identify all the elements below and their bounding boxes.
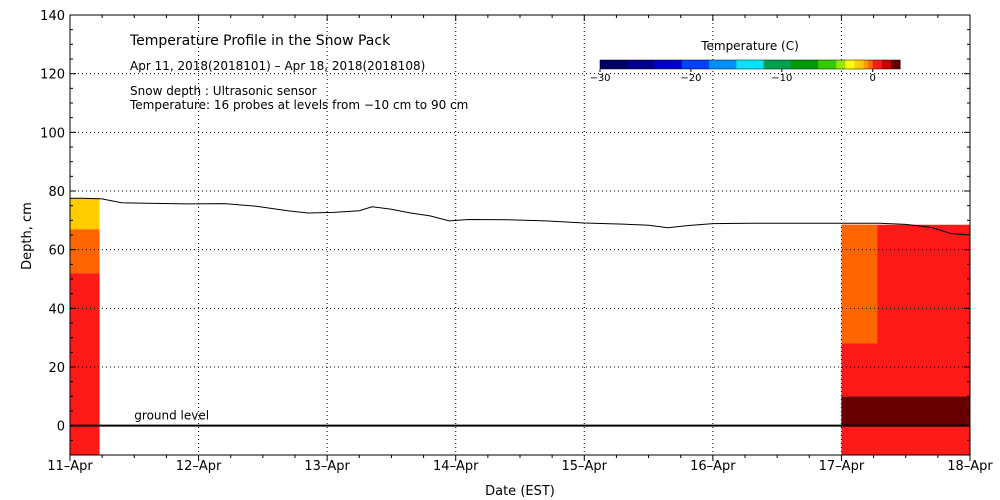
y-tick-label: 60: [48, 244, 65, 259]
colorbar-swatch: [872, 60, 883, 69]
info-line-1: Snow depth : Ultrasonic sensor: [130, 84, 317, 98]
temperature-cell: [841, 224, 878, 344]
x-tick-label: 13–Apr: [304, 459, 350, 474]
colorbar-swatch: [681, 60, 710, 69]
temperature-cell: [70, 198, 100, 230]
temperature-cell: [841, 396, 970, 426]
y-axis-label: Depth, cm: [20, 202, 35, 270]
grid-lines: [70, 15, 970, 455]
colorbar: −30 −20 −10 0: [589, 59, 901, 84]
x-tick-label: 16–Apr: [690, 459, 736, 474]
colorbar-tick-label: −20: [680, 73, 701, 84]
colorbar-title: Temperature (C): [700, 39, 799, 53]
x-tick-label: 14–Apr: [433, 459, 479, 474]
colorbar-swatch: [818, 60, 837, 69]
colorbar-tick-label: −10: [771, 73, 792, 84]
x-tick-label: 15–Apr: [562, 459, 608, 474]
colorbar-swatch: [868, 60, 874, 69]
x-tick-label: 18–Apr: [947, 459, 993, 474]
y-tick-label: 80: [48, 185, 65, 200]
y-tick-label: 120: [40, 68, 65, 83]
x-axis-ticks: 11–Apr 12–Apr 13–Apr 14–Apr 15–Apr 16–Apr 17–A…: [47, 15, 993, 474]
x-tick-label: 12–Apr: [176, 459, 222, 474]
colorbar-swatch: [790, 60, 819, 69]
colorbar-swatch: [627, 60, 656, 69]
x-tick-label: 17–Apr: [819, 459, 865, 474]
colorbar-swatch: [763, 60, 792, 69]
colorbar-swatch: [736, 60, 765, 69]
ground-level-label: ground level: [134, 409, 209, 423]
colorbar-swatch: [600, 60, 628, 69]
y-tick-label: 140: [40, 9, 65, 24]
colorbar-frame: [599, 59, 901, 70]
chart-title: Temperature Profile in the Snow Pack: [129, 33, 391, 49]
colorbar-swatch: [881, 60, 892, 69]
colorbar-swatch: [890, 60, 901, 69]
date-range: Apr 11, 2018(2018101) – Apr 18, 2018(201…: [130, 59, 425, 73]
info-line-2: Temperature: 16 probes at levels from −1…: [129, 98, 468, 112]
colorbar-swatch: [854, 60, 865, 69]
colorbar-swatch: [654, 60, 683, 69]
temperature-cell: [70, 273, 100, 455]
x-axis-label: Date (EST): [485, 484, 555, 499]
y-tick-label: 40: [48, 302, 65, 317]
x-tick-label: 11–Apr: [47, 459, 93, 474]
colorbar-swatch: [863, 60, 869, 69]
colorbar-swatch: [845, 60, 856, 69]
colorbar-swatch: [709, 60, 737, 69]
y-tick-label: 20: [48, 361, 65, 376]
snow-depth-line: [70, 197, 971, 236]
colorbar-tick-label: −30: [589, 73, 610, 84]
y-axis-ticks: 0 20 40 60 80 100 120 140: [40, 9, 970, 456]
temperature-cell: [70, 229, 100, 274]
y-tick-label: 0: [57, 420, 65, 435]
colorbar-tick-label: 0: [870, 73, 876, 84]
colorbar-swatch: [836, 60, 846, 69]
y-tick-label: 100: [40, 126, 65, 141]
